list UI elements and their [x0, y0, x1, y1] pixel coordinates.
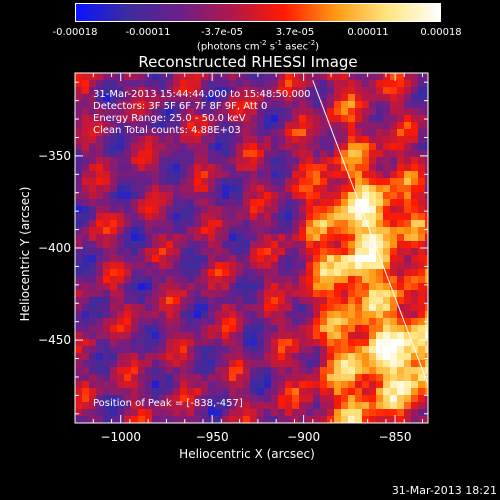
- colorbar: [75, 3, 441, 22]
- colorbar-tick-label: -0.00018: [52, 27, 98, 38]
- energy-range-label: Energy Range: 25.0 - 50.0 keV: [93, 113, 246, 124]
- peak-position-label: Position of Peak = [-838,-457]: [93, 398, 243, 409]
- x-tick-label: −900: [287, 430, 321, 444]
- colorbar-tick-label: 3.7e-05: [275, 27, 315, 38]
- y-axis-label: Heliocentric Y (arcsec): [18, 186, 32, 322]
- heatmap-cells: [75, 73, 428, 423]
- colorbar-gradient: [76, 4, 440, 21]
- axis-ticks: [74, 73, 428, 423]
- time-range-label: 31-Mar-2013 15:44:44.000 to 15:48:50.000: [93, 89, 311, 100]
- detectors-label: Detectors: 3F 5F 6F 7F 8F 9F, Att 0: [93, 101, 268, 112]
- x-axis-label: Heliocentric X (arcsec): [179, 447, 315, 461]
- colorbar-tick-label: -0.00011: [125, 27, 171, 38]
- colorbar-tick-label: 0.00011: [347, 27, 389, 38]
- limb-line: [312, 80, 429, 385]
- x-tick-label: −1000: [100, 430, 142, 444]
- plot-title: Reconstructed RHESSI Image: [138, 53, 358, 71]
- y-tick-label: −400: [38, 241, 71, 255]
- clean-counts-label: Clean Total counts: 4.88E+03: [93, 125, 241, 136]
- x-tick-label: −950: [195, 430, 229, 444]
- colorbar-tick-label: -3.7e-05: [201, 27, 243, 38]
- x-tick-label: −850: [378, 430, 412, 444]
- plot-timestamp: 31-Mar-2013 18:21: [391, 484, 497, 497]
- colorbar-tick-label: 0.00018: [420, 27, 462, 38]
- colorbar-unit-label: (photons cm-2 s-1 asec-2): [196, 39, 320, 53]
- y-tick-label: −450: [38, 333, 71, 348]
- y-tick-label: −350: [38, 148, 71, 163]
